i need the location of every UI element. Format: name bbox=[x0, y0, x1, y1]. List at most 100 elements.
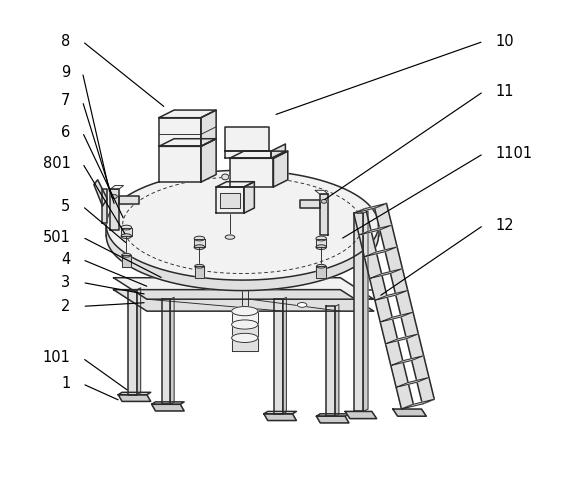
Polygon shape bbox=[113, 290, 374, 311]
Polygon shape bbox=[225, 127, 269, 151]
Polygon shape bbox=[354, 213, 363, 411]
Polygon shape bbox=[271, 144, 285, 158]
Polygon shape bbox=[273, 151, 288, 187]
Text: 801: 801 bbox=[42, 156, 70, 171]
Polygon shape bbox=[128, 290, 137, 395]
Text: 5: 5 bbox=[61, 199, 70, 214]
Polygon shape bbox=[231, 311, 258, 324]
Polygon shape bbox=[152, 404, 184, 411]
Ellipse shape bbox=[316, 236, 327, 241]
Polygon shape bbox=[113, 278, 374, 299]
Polygon shape bbox=[327, 307, 335, 416]
Polygon shape bbox=[401, 399, 434, 409]
Polygon shape bbox=[110, 189, 119, 230]
Ellipse shape bbox=[316, 264, 326, 268]
Polygon shape bbox=[162, 299, 170, 404]
Polygon shape bbox=[201, 110, 216, 147]
Ellipse shape bbox=[225, 235, 235, 240]
Polygon shape bbox=[354, 204, 387, 213]
Polygon shape bbox=[264, 414, 297, 421]
Ellipse shape bbox=[231, 333, 258, 342]
Polygon shape bbox=[359, 225, 392, 235]
Text: 8: 8 bbox=[61, 34, 70, 49]
Polygon shape bbox=[94, 180, 107, 206]
Text: 1: 1 bbox=[61, 376, 70, 391]
Ellipse shape bbox=[121, 225, 132, 230]
Ellipse shape bbox=[194, 245, 205, 250]
Polygon shape bbox=[137, 288, 141, 395]
Polygon shape bbox=[363, 211, 368, 411]
Polygon shape bbox=[396, 377, 429, 388]
Polygon shape bbox=[159, 139, 216, 147]
Polygon shape bbox=[152, 402, 184, 404]
Polygon shape bbox=[391, 356, 424, 365]
Polygon shape bbox=[159, 118, 201, 147]
Polygon shape bbox=[316, 239, 327, 247]
Polygon shape bbox=[282, 297, 286, 414]
Text: 7: 7 bbox=[61, 93, 70, 108]
Polygon shape bbox=[220, 193, 240, 208]
Polygon shape bbox=[216, 182, 254, 187]
Polygon shape bbox=[122, 255, 131, 267]
Polygon shape bbox=[393, 409, 426, 416]
Polygon shape bbox=[121, 228, 132, 236]
Polygon shape bbox=[320, 194, 328, 235]
Polygon shape bbox=[118, 395, 151, 401]
Ellipse shape bbox=[222, 174, 229, 180]
Ellipse shape bbox=[195, 264, 204, 268]
Polygon shape bbox=[370, 269, 402, 278]
Text: 1101: 1101 bbox=[496, 146, 533, 161]
Text: 2: 2 bbox=[61, 299, 70, 314]
Polygon shape bbox=[106, 225, 379, 291]
Polygon shape bbox=[170, 297, 174, 404]
Polygon shape bbox=[315, 190, 328, 194]
Polygon shape bbox=[159, 147, 201, 182]
Polygon shape bbox=[375, 290, 408, 300]
Text: 10: 10 bbox=[496, 34, 514, 49]
Polygon shape bbox=[316, 266, 326, 278]
Ellipse shape bbox=[231, 320, 258, 329]
Polygon shape bbox=[231, 338, 258, 351]
Text: 11: 11 bbox=[496, 84, 514, 99]
Polygon shape bbox=[110, 185, 123, 189]
Ellipse shape bbox=[316, 245, 327, 250]
Polygon shape bbox=[354, 208, 413, 409]
Polygon shape bbox=[201, 139, 216, 182]
Polygon shape bbox=[335, 305, 339, 416]
Polygon shape bbox=[195, 266, 204, 278]
Polygon shape bbox=[106, 170, 379, 280]
Polygon shape bbox=[385, 334, 418, 344]
Polygon shape bbox=[118, 392, 151, 395]
Polygon shape bbox=[316, 416, 349, 423]
Text: 6: 6 bbox=[61, 125, 70, 139]
Polygon shape bbox=[380, 312, 413, 322]
Text: 12: 12 bbox=[496, 217, 514, 233]
Polygon shape bbox=[244, 182, 254, 213]
Polygon shape bbox=[102, 189, 107, 223]
Polygon shape bbox=[194, 239, 205, 247]
Ellipse shape bbox=[321, 199, 327, 203]
Text: 4: 4 bbox=[61, 252, 70, 267]
Ellipse shape bbox=[297, 303, 307, 308]
Polygon shape bbox=[300, 200, 320, 208]
Ellipse shape bbox=[112, 194, 117, 198]
Polygon shape bbox=[119, 195, 139, 204]
Text: 501: 501 bbox=[42, 229, 70, 245]
Polygon shape bbox=[229, 158, 273, 187]
Polygon shape bbox=[264, 411, 297, 414]
Polygon shape bbox=[365, 247, 397, 257]
Ellipse shape bbox=[194, 236, 205, 241]
Polygon shape bbox=[345, 411, 376, 419]
Polygon shape bbox=[225, 151, 271, 158]
Polygon shape bbox=[316, 414, 349, 416]
Ellipse shape bbox=[231, 307, 258, 316]
Text: 9: 9 bbox=[61, 65, 70, 80]
Polygon shape bbox=[229, 151, 288, 158]
Text: 101: 101 bbox=[42, 351, 70, 365]
Polygon shape bbox=[274, 299, 282, 414]
Ellipse shape bbox=[122, 253, 131, 257]
Polygon shape bbox=[375, 204, 434, 404]
Polygon shape bbox=[159, 110, 216, 118]
Polygon shape bbox=[216, 187, 244, 213]
Text: 3: 3 bbox=[61, 275, 70, 290]
